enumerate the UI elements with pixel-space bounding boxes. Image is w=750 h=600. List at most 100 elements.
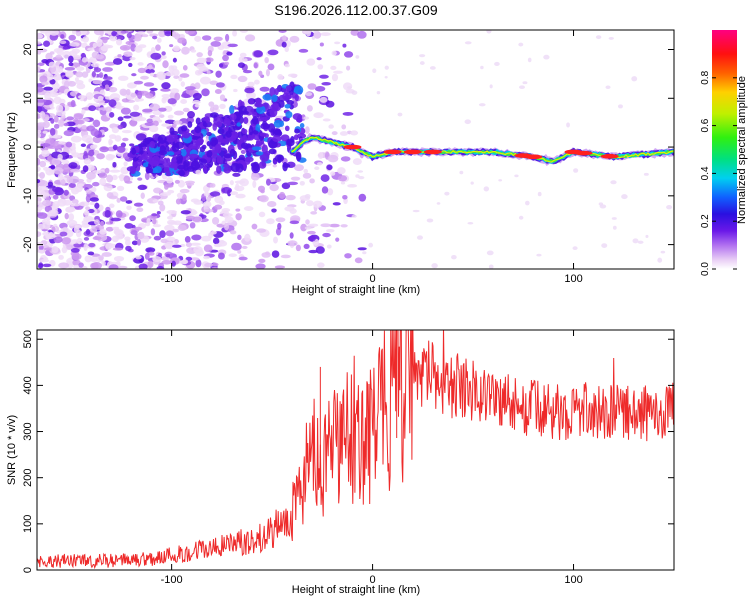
spectrogram-cluster bbox=[280, 134, 290, 142]
spectrogram-speckle bbox=[68, 213, 75, 221]
spectrogram-speckle bbox=[317, 162, 323, 166]
snr-frame bbox=[36, 329, 675, 571]
spectrogram-speckle-faint bbox=[486, 30, 492, 34]
spectrogram-speckle bbox=[81, 71, 89, 78]
spectrogram-hotspot bbox=[574, 150, 593, 156]
spectrogram-speckle bbox=[196, 52, 203, 58]
spectrogram-speckle bbox=[37, 33, 44, 39]
spectrogram-speckle bbox=[37, 140, 46, 144]
spectrogram-speckle bbox=[295, 244, 301, 252]
spectrogram-cluster bbox=[157, 134, 167, 145]
spectrogram-cluster bbox=[211, 139, 217, 146]
spectrogram-speckle bbox=[113, 255, 125, 262]
spectrogram-speckle bbox=[71, 48, 81, 54]
spectrogram-speckle bbox=[78, 262, 84, 268]
spectrogram-speckle bbox=[164, 241, 174, 250]
spectrogram-cluster bbox=[129, 166, 137, 175]
spectrogram-speckle bbox=[205, 57, 214, 63]
spectrogram-speckle bbox=[100, 45, 109, 52]
spectrogram-speckle bbox=[231, 242, 242, 251]
spectrogram-speckle-faint bbox=[645, 234, 649, 239]
spectrogram-cluster bbox=[252, 130, 259, 135]
spectrogram-speckle bbox=[39, 172, 46, 179]
spectrogram-speckle bbox=[116, 197, 121, 203]
snr-y-label: SNR (10 * v/v) bbox=[6, 415, 18, 485]
spectrogram-speckle bbox=[42, 263, 52, 268]
spectrogram-speckle bbox=[133, 104, 140, 111]
spectrogram-speckle bbox=[203, 208, 214, 213]
spectrogram-cluster bbox=[285, 85, 292, 92]
spectrogram-cluster bbox=[273, 119, 283, 128]
spectrogram-speckle bbox=[179, 73, 190, 78]
spectrogram-speckle bbox=[115, 38, 123, 46]
spectrogram-speckle bbox=[70, 168, 81, 173]
spectrogram-speckle-faint bbox=[605, 85, 611, 89]
spectrogram-speckle bbox=[92, 79, 103, 85]
spectrogram-speckle bbox=[104, 61, 116, 66]
spectrogram-y-ticks: -20 -10 0 10 20 bbox=[22, 43, 674, 253]
spectrogram-frame bbox=[36, 29, 675, 270]
spectrogram-speckle bbox=[258, 211, 266, 218]
spectrogram-speckle bbox=[112, 58, 123, 65]
spectrogram-speckle bbox=[174, 179, 180, 184]
spectrogram-speckle bbox=[136, 239, 142, 246]
spectrogram-speckle bbox=[177, 37, 187, 44]
spectrogram-speckle bbox=[306, 200, 314, 207]
spectrogram-cluster bbox=[194, 126, 202, 134]
spectrogram-speckle bbox=[235, 208, 241, 212]
spectrogram-speckle bbox=[68, 175, 80, 184]
spectrogram-speckle bbox=[253, 79, 260, 85]
spectrogram-speckle bbox=[185, 256, 193, 261]
spectrogram-speckle bbox=[237, 75, 248, 83]
spectrogram-speckle bbox=[230, 74, 238, 80]
spectrogram-speckle-faint bbox=[525, 200, 530, 206]
spectrogram-speckle bbox=[192, 99, 201, 105]
spectrogram-speckle-faint bbox=[372, 68, 377, 74]
spectrogram-speckle bbox=[128, 62, 133, 68]
spectrogram-speckle bbox=[70, 135, 82, 143]
spectrogram-speckle bbox=[215, 70, 222, 78]
spectrogram-hotspot bbox=[403, 149, 422, 155]
spectrogram-speckle-faint bbox=[376, 90, 381, 95]
spectrogram-speckle bbox=[229, 230, 237, 235]
spectrogram-speckle bbox=[91, 186, 97, 193]
spectrogram-speckle bbox=[189, 257, 200, 261]
spectrogram-speckle bbox=[73, 225, 79, 234]
spectrogram-speckle bbox=[107, 44, 114, 49]
spectrogram-speckle bbox=[125, 245, 132, 252]
spectrogram-speckle bbox=[129, 111, 141, 117]
spectrogram-speckle-faint bbox=[351, 90, 358, 95]
spectrogram-speckle bbox=[159, 230, 166, 238]
spectrogram-speckle bbox=[206, 196, 212, 202]
spectrogram-speckle bbox=[76, 119, 85, 125]
spectrogram-speckle bbox=[136, 31, 146, 35]
spectrogram-speckle bbox=[287, 73, 298, 78]
spectrogram-speckle bbox=[53, 115, 59, 123]
spectrogram-speckle bbox=[234, 180, 246, 184]
spectrogram-speckle bbox=[149, 87, 158, 92]
spectrogram-speckle bbox=[120, 30, 129, 34]
spectrogram-speckle bbox=[159, 204, 166, 212]
spectrogram-cluster bbox=[240, 142, 249, 150]
spectrogram-cluster bbox=[217, 128, 225, 135]
spectrogram-speckle bbox=[66, 244, 75, 250]
spectrogram-speckle bbox=[58, 98, 66, 104]
spectrogram-speckle bbox=[101, 252, 112, 257]
spectrogram-speckle-faint bbox=[527, 57, 532, 63]
spectrogram-speckle bbox=[290, 215, 301, 223]
spectrogram-speckle bbox=[53, 48, 63, 53]
spectrogram-speckle bbox=[357, 247, 367, 251]
spectrogram-speckle bbox=[342, 82, 353, 91]
spectrogram-speckle bbox=[92, 119, 101, 128]
spectrogram-speckle bbox=[304, 126, 310, 134]
spectrogram-speckle bbox=[115, 210, 123, 218]
spectrogram-speckle-faint bbox=[303, 168, 309, 174]
spectrogram-cluster bbox=[187, 121, 193, 128]
spectrogram-cluster bbox=[259, 132, 267, 137]
y-tick-label: -20 bbox=[22, 237, 34, 253]
spectrogram-speckle bbox=[294, 164, 304, 172]
spectrogram-speckle bbox=[70, 248, 80, 253]
spectrogram-cluster bbox=[264, 150, 271, 157]
spectrogram-speckle bbox=[219, 103, 226, 109]
colorbar-tick-label: 0.4 bbox=[700, 166, 711, 180]
